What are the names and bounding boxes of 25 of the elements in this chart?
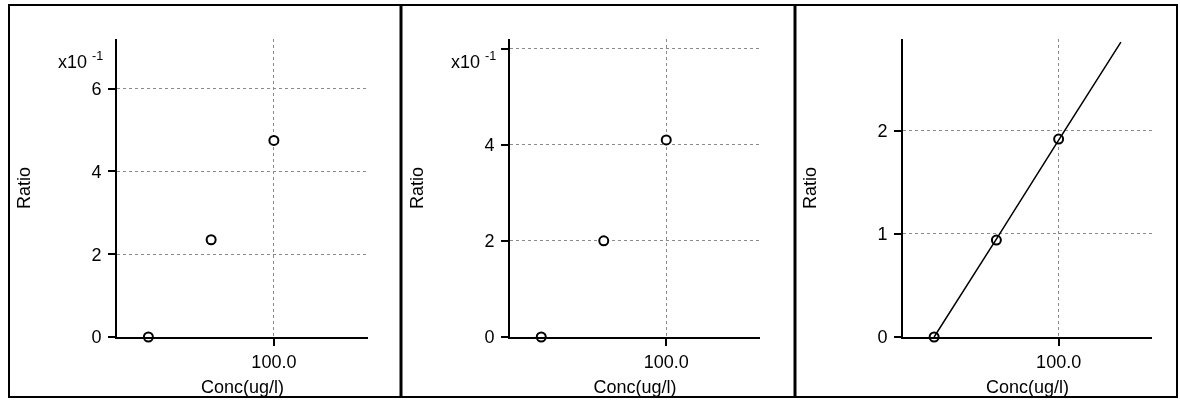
point [268, 134, 280, 146]
x-tick-label: 100.0 [251, 351, 297, 372]
y-tick-label: 2 [877, 121, 888, 142]
point [205, 234, 217, 246]
y-axis-title: Ratio [800, 166, 821, 210]
point [660, 134, 672, 146]
y-tick-label: 6 [91, 78, 102, 99]
text: x10 $^{-1}$ [58, 49, 104, 72]
y-tick-label: 4 [484, 135, 495, 156]
y-axis-title: Ratio [407, 166, 428, 210]
y-tick-label: 0 [484, 327, 495, 348]
text: x10 $^{-1}$ [451, 49, 497, 72]
y-tick-label: 0 [877, 327, 888, 348]
y-axis-title: Ratio [14, 166, 35, 210]
y-tick-label: 1 [877, 224, 888, 245]
y-tick-label: 4 [91, 161, 102, 182]
x-axis-title: Conc(ug/l) [200, 377, 285, 398]
y-tick-label: 2 [91, 244, 102, 265]
point [598, 235, 610, 247]
x-tick-label: 100.0 [1036, 351, 1082, 372]
y-tick-label: 0 [91, 327, 102, 348]
x-tick-label: 100.0 [643, 351, 689, 372]
x-axis-title: Conc(ug/l) [593, 377, 677, 398]
x-axis-title: Conc(ug/l) [985, 377, 1070, 398]
y-tick-label: 2 [484, 231, 495, 252]
